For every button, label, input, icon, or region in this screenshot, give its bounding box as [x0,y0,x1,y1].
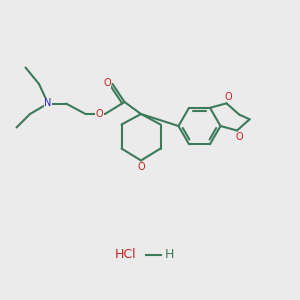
Text: H: H [165,248,174,262]
Text: O: O [96,109,104,119]
Text: O: O [225,92,232,102]
Text: O: O [103,77,111,88]
Text: HCl: HCl [115,248,137,262]
Text: O: O [137,162,145,172]
Text: N: N [44,98,52,109]
Text: O: O [235,132,243,142]
